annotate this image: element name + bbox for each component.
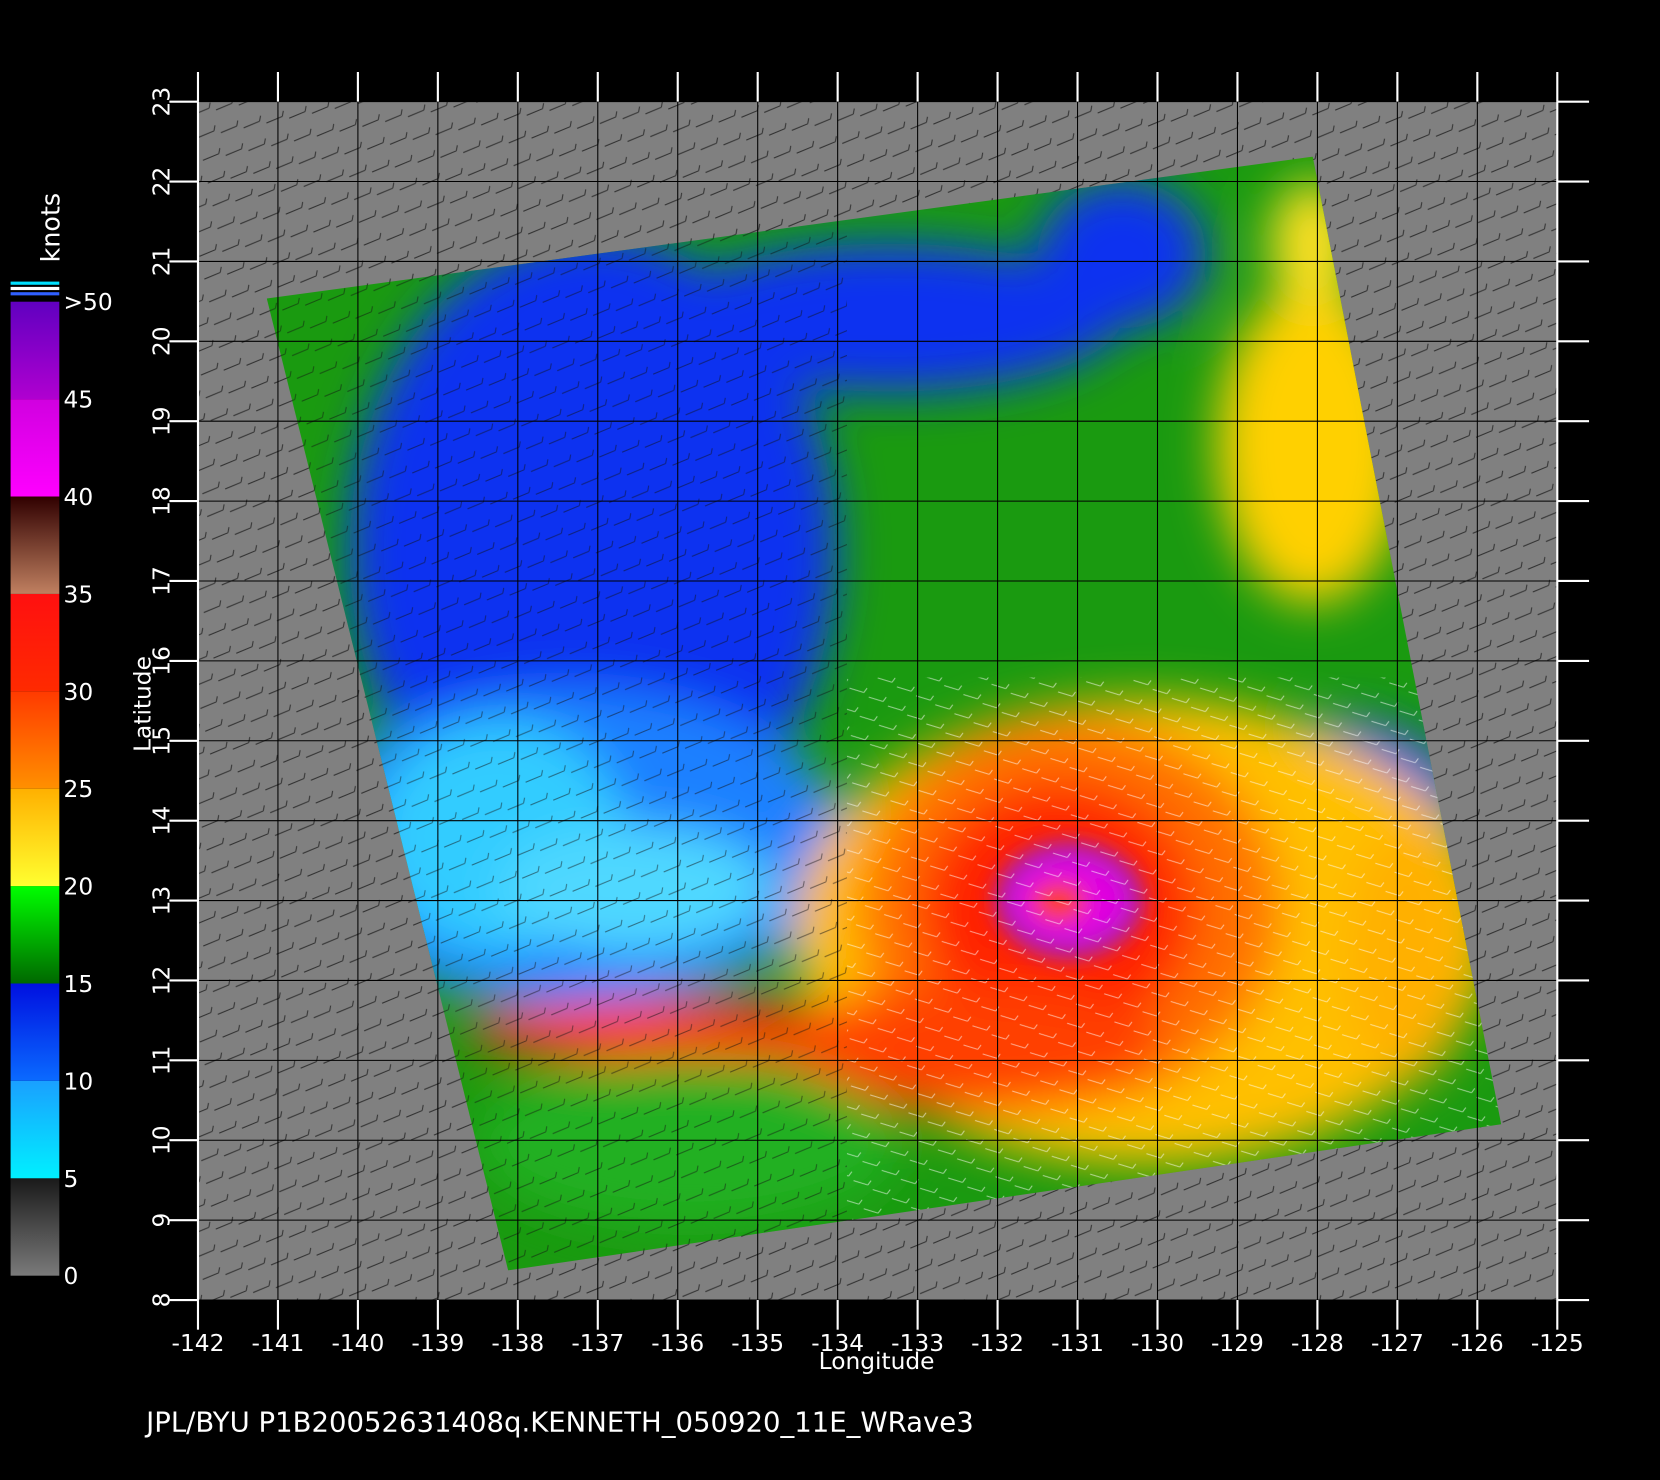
y-tick-label: 14 [148, 806, 175, 836]
x-axis-label: Longitude [819, 1348, 935, 1375]
colorbar-segment [10, 1178, 60, 1276]
colorbar-segment [10, 691, 60, 789]
colorbar-segment [10, 788, 60, 887]
colorbar-label: 40 [64, 484, 94, 511]
x-tick-label: -129 [1211, 1330, 1264, 1357]
y-tick-label: 21 [148, 247, 175, 277]
x-tick-label: -132 [971, 1330, 1024, 1357]
colorbar: 0 5 10 15 20 25 30 35 40 45 >50 [10, 281, 113, 1290]
colorbar-label: 0 [64, 1263, 79, 1290]
y-tick-label: 18 [148, 486, 175, 516]
x-tick-label: -128 [1291, 1330, 1344, 1357]
x-tick-label: -137 [571, 1330, 624, 1357]
y-tick-label: 10 [148, 1125, 175, 1155]
colorbar-label: 30 [64, 679, 94, 706]
x-tick-label: -142 [172, 1330, 225, 1357]
colorbar-cap [10, 286, 60, 291]
y-tick-label: 17 [148, 566, 175, 596]
x-tick-label: -130 [1131, 1330, 1184, 1357]
x-tick-label: -138 [491, 1330, 544, 1357]
axis-ticks: -142 -141 -140 -139 -138 -137 -136 -135 -134 -133… [148, 71, 1590, 1357]
x-tick-label: -131 [1051, 1330, 1104, 1357]
x-tick-label: -139 [411, 1330, 464, 1357]
y-tick-label: 12 [148, 966, 175, 996]
y-tick-label: 15 [148, 726, 175, 756]
x-tick-label: -127 [1371, 1330, 1424, 1357]
colorbar-title: knots [35, 193, 65, 263]
colorbar-segment [10, 886, 60, 984]
colorbar-segment [10, 983, 60, 1081]
y-axis-label: Latitude [129, 656, 156, 752]
colorbar-segment [10, 496, 60, 594]
x-tick-label: -136 [651, 1330, 704, 1357]
colorbar-label: 20 [64, 874, 94, 901]
x-tick-label: -125 [1531, 1330, 1584, 1357]
y-tick-label: 11 [148, 1046, 175, 1076]
wind-swath [266, 156, 1502, 1271]
colorbar-label: 25 [64, 776, 94, 803]
x-tick-label: -133 [891, 1330, 944, 1357]
colorbar-label: 15 [64, 971, 94, 998]
footer: JPL/BYU P1B20052631408q.KENNETH_050920_1… [144, 1406, 974, 1438]
colorbar-segment [10, 301, 60, 400]
y-tick-label: 22 [148, 167, 175, 197]
x-tick-label: -135 [731, 1330, 784, 1357]
colorbar-segment [10, 593, 60, 692]
colorbar-cap [10, 292, 60, 296]
colorbar-label: >50 [64, 289, 113, 316]
y-tick-label: 19 [148, 406, 175, 436]
y-tick-label: 20 [148, 326, 175, 356]
x-tick-label: -141 [252, 1330, 305, 1357]
colorbar-label: 45 [64, 387, 94, 414]
colorbar-cap [10, 281, 60, 285]
y-tick-label: 16 [148, 646, 175, 676]
colorbar-label: 10 [64, 1068, 94, 1095]
y-tick-label: 9 [148, 1213, 175, 1228]
x-tick-label: -134 [811, 1330, 864, 1357]
x-tick-label: -140 [331, 1330, 384, 1357]
colorbar-label: 35 [64, 581, 94, 608]
y-tick-label: 8 [148, 1293, 175, 1308]
y-tick-label: 23 [148, 87, 175, 117]
colorbar-label: 5 [64, 1166, 79, 1193]
colorbar-segment [10, 399, 60, 497]
colorbar-segment [10, 1080, 60, 1179]
y-tick-label: 13 [148, 886, 175, 916]
x-tick-label: -126 [1451, 1330, 1504, 1357]
